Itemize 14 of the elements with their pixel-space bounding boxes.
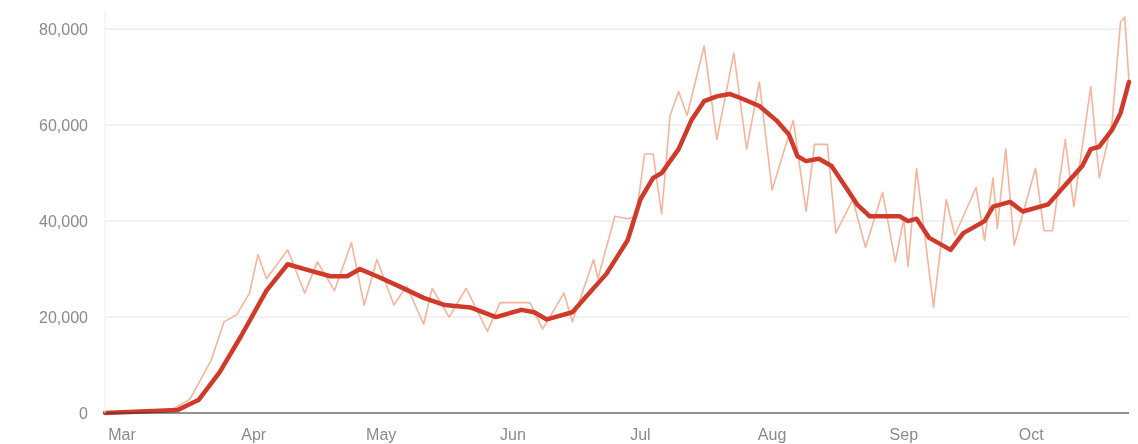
x-tick-label: May — [366, 426, 397, 443]
y-tick-label: 60,000 — [39, 116, 89, 134]
y-tick-label: 40,000 — [39, 212, 89, 230]
y-tick-label: 20,000 — [39, 308, 89, 326]
x-tick-label: Aug — [757, 426, 787, 443]
line-series — [102, 79, 1132, 416]
x-tick-label: Apr — [241, 426, 267, 443]
x-tick-label: Oct — [1018, 426, 1045, 443]
x-tick-label: Mar — [108, 426, 137, 443]
y-tick-label: 0 — [79, 404, 89, 422]
x-tick-label: Jul — [630, 426, 651, 443]
x-tick-label: Sep — [889, 426, 919, 443]
x-tick-label: Jun — [500, 426, 526, 443]
y-tick-label: 80,000 — [39, 20, 89, 38]
